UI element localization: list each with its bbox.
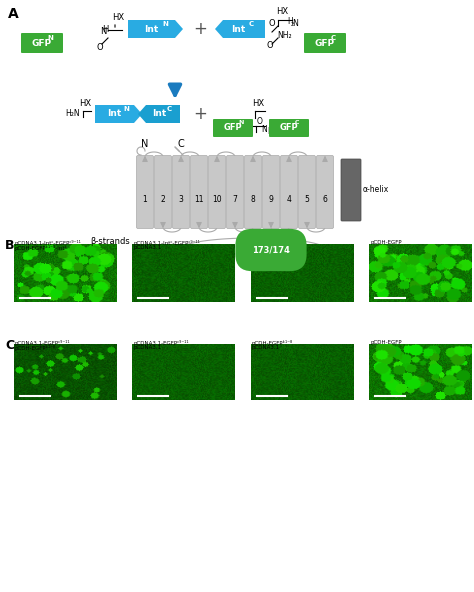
FancyBboxPatch shape xyxy=(227,156,244,229)
Text: β-strands: β-strands xyxy=(90,237,130,246)
Text: N: N xyxy=(100,27,106,37)
Text: pCDH-EGFP: pCDH-EGFP xyxy=(371,240,402,245)
Text: NH₂: NH₂ xyxy=(278,31,292,40)
Text: H: H xyxy=(102,24,108,34)
Text: HX: HX xyxy=(276,8,288,17)
Text: pCDH-EGFPᵏ¹⁻⁸: pCDH-EGFPᵏ¹⁻⁸ xyxy=(252,340,293,346)
Text: O: O xyxy=(257,117,263,127)
Text: GFP: GFP xyxy=(224,124,242,133)
Text: 5: 5 xyxy=(305,195,310,204)
Text: C: C xyxy=(166,106,172,112)
FancyBboxPatch shape xyxy=(263,156,280,229)
Text: 6: 6 xyxy=(323,195,328,204)
FancyBboxPatch shape xyxy=(155,156,172,229)
Text: pCDH-EGFPᵏ¹⁻⁸-Intᵏ: pCDH-EGFPᵏ¹⁻⁸-Intᵏ xyxy=(252,240,305,246)
FancyBboxPatch shape xyxy=(21,33,63,53)
Text: C: C xyxy=(248,21,254,27)
Text: H: H xyxy=(287,18,293,27)
Text: HX: HX xyxy=(252,99,264,108)
FancyBboxPatch shape xyxy=(281,156,298,229)
Text: pCDNA3.1: pCDNA3.1 xyxy=(134,345,162,350)
Polygon shape xyxy=(215,20,265,38)
FancyBboxPatch shape xyxy=(245,156,262,229)
FancyBboxPatch shape xyxy=(269,119,309,137)
FancyBboxPatch shape xyxy=(299,156,316,229)
Text: 1: 1 xyxy=(143,195,147,204)
Text: C: C xyxy=(178,139,184,149)
Text: pCDNA3.1-Intᶜ-EGFPᶜ⁹⁻¹¹: pCDNA3.1-Intᶜ-EGFPᶜ⁹⁻¹¹ xyxy=(134,240,200,246)
Text: C: C xyxy=(330,35,336,41)
FancyBboxPatch shape xyxy=(341,159,361,221)
Text: pCDNA3.1: pCDNA3.1 xyxy=(252,345,280,350)
Text: N: N xyxy=(47,35,53,41)
Text: N: N xyxy=(141,139,149,149)
FancyBboxPatch shape xyxy=(304,33,346,53)
Text: B: B xyxy=(5,239,15,252)
Text: C: C xyxy=(295,121,299,126)
Text: 9: 9 xyxy=(269,195,273,204)
Text: N: N xyxy=(124,106,129,112)
Text: +: + xyxy=(193,105,207,123)
Text: +: + xyxy=(193,20,207,38)
Text: HX: HX xyxy=(112,12,124,21)
Text: pCDH-EGFPᵏ¹⁻⁸-Intᵏ: pCDH-EGFPᵏ¹⁻⁸-Intᵏ xyxy=(15,245,68,251)
FancyBboxPatch shape xyxy=(137,156,154,229)
Text: ₂N: ₂N xyxy=(291,20,300,28)
Text: N: N xyxy=(163,21,168,27)
Text: GFP: GFP xyxy=(315,38,335,47)
Text: N: N xyxy=(261,124,267,134)
Text: Int: Int xyxy=(108,110,122,118)
Text: pCDNA3.1-Intᶜ-EGFPᶜ⁹⁻¹¹: pCDNA3.1-Intᶜ-EGFPᶜ⁹⁻¹¹ xyxy=(15,240,82,246)
Text: O: O xyxy=(269,20,275,28)
Text: α-helix: α-helix xyxy=(363,185,389,195)
Text: 2: 2 xyxy=(161,195,165,204)
Text: O: O xyxy=(267,41,273,50)
Text: N: N xyxy=(238,121,244,126)
Text: pCDH-EGFPᵏ¹⁻⁸: pCDH-EGFPᵏ¹⁻⁸ xyxy=(15,345,56,351)
Text: A: A xyxy=(8,7,19,21)
Polygon shape xyxy=(95,105,142,123)
Text: 7: 7 xyxy=(233,195,237,204)
FancyBboxPatch shape xyxy=(213,119,253,137)
FancyBboxPatch shape xyxy=(317,156,334,229)
Text: pCDNA3.1: pCDNA3.1 xyxy=(134,245,162,250)
Text: HX: HX xyxy=(79,99,91,108)
FancyBboxPatch shape xyxy=(209,156,226,229)
Text: Int: Int xyxy=(231,24,245,34)
Text: O: O xyxy=(97,43,103,52)
Text: 173/174: 173/174 xyxy=(252,246,290,255)
Text: pCDH-EGFP: pCDH-EGFP xyxy=(371,340,402,345)
Text: H₂N: H₂N xyxy=(66,110,80,118)
Text: 3: 3 xyxy=(179,195,183,204)
Text: H: H xyxy=(267,127,273,137)
Text: 11: 11 xyxy=(194,195,204,204)
Text: C: C xyxy=(5,339,14,352)
Text: Int: Int xyxy=(145,24,159,34)
Text: 4: 4 xyxy=(287,195,292,204)
FancyBboxPatch shape xyxy=(173,156,190,229)
Polygon shape xyxy=(138,105,180,123)
Text: 8: 8 xyxy=(251,195,255,204)
Text: Int: Int xyxy=(152,110,166,118)
Text: GFP: GFP xyxy=(280,124,298,133)
Text: pCDNA3.1-EGFPᶜ⁹⁻¹¹: pCDNA3.1-EGFPᶜ⁹⁻¹¹ xyxy=(134,340,189,346)
Text: pCDNA3.1-EGFPᶜ⁹⁻¹¹: pCDNA3.1-EGFPᶜ⁹⁻¹¹ xyxy=(15,340,71,346)
Text: pCDNA3.1: pCDNA3.1 xyxy=(252,245,280,250)
Text: 10: 10 xyxy=(212,195,222,204)
FancyBboxPatch shape xyxy=(191,156,208,229)
Text: GFP: GFP xyxy=(32,38,52,47)
Polygon shape xyxy=(128,20,183,38)
